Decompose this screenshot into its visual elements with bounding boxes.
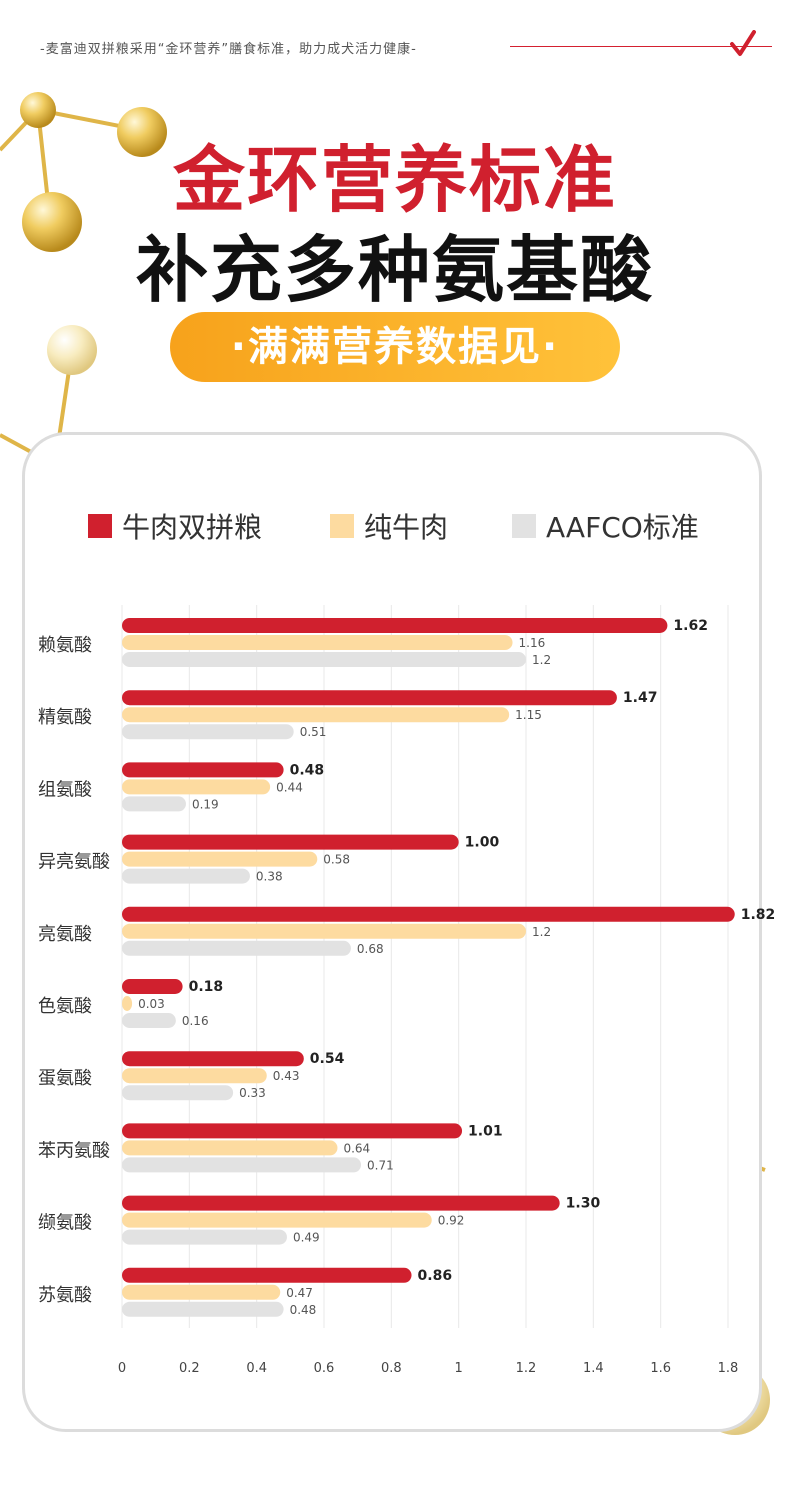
legend-item-series-2: 纯牛肉 (330, 506, 448, 546)
x-tick-label: 0.2 (179, 1361, 200, 1376)
data-label: 1.15 (515, 708, 542, 722)
bar (122, 923, 526, 939)
data-label: 0.33 (239, 1086, 266, 1100)
data-label: 0.47 (286, 1286, 313, 1300)
data-label: 1.16 (519, 636, 546, 650)
legend-item-series-1: 牛肉双拼粮 (88, 506, 262, 546)
bar (122, 906, 735, 922)
legend-label: AAFCO标准 (546, 511, 699, 544)
x-tick-label: 1.6 (650, 1361, 671, 1376)
bar (122, 1284, 281, 1300)
bar (122, 834, 459, 850)
x-tick-label: 1 (455, 1361, 463, 1376)
legend-swatch (330, 514, 354, 538)
bar (122, 1195, 560, 1211)
data-label: 1.2 (532, 925, 551, 939)
data-label: 0.44 (276, 780, 303, 794)
tagline-divider (510, 46, 772, 47)
bar (122, 851, 318, 867)
bar (122, 868, 250, 884)
data-label: 0.38 (256, 870, 283, 884)
x-tick-label: 1.4 (583, 1361, 604, 1376)
bar (122, 1123, 463, 1139)
data-label: 0.16 (182, 1014, 209, 1028)
data-label: 0.92 (438, 1214, 465, 1228)
data-label: 0.54 (310, 1051, 345, 1067)
x-tick-label: 0.4 (246, 1361, 267, 1376)
x-tick-label: 0.6 (314, 1361, 335, 1376)
data-label: 0.18 (189, 979, 224, 995)
legend-item-series-3: AAFCO标准 (512, 506, 699, 546)
bar (122, 779, 271, 795)
bar (122, 1267, 412, 1283)
tagline-bar: -麦富迪双拼粮采用“金环营养”膳食标准，助力成犬活力健康- (40, 30, 772, 62)
data-label: 0.58 (323, 853, 350, 867)
page-subtitle: 补充多种氨基酸 (135, 228, 654, 312)
category-label: 色氨酸 (38, 996, 92, 1017)
data-label: 0.49 (293, 1231, 320, 1245)
x-tick-label: 0 (118, 1361, 126, 1376)
data-label: 1.2 (532, 653, 551, 667)
data-label: 0.19 (192, 797, 219, 811)
bar (122, 1051, 304, 1067)
tagline: -麦富迪双拼粮采用“金环营养”膳食标准，助力成犬活力健康- (40, 42, 417, 57)
category-label: 赖氨酸 (38, 635, 92, 656)
data-label: 0.71 (367, 1158, 394, 1172)
data-label: 1.30 (566, 1196, 601, 1212)
chart-legend: 牛肉双拼粮 纯牛肉 AAFCO标准 (0, 506, 790, 546)
data-label: 0.51 (300, 725, 327, 739)
data-label: 1.01 (468, 1123, 503, 1139)
category-label: 苯丙氨酸 (38, 1140, 110, 1161)
category-label: 缬氨酸 (38, 1213, 92, 1234)
check-icon (730, 30, 756, 56)
bar (122, 707, 510, 723)
bar (122, 996, 133, 1011)
x-tick-label: 0.8 (381, 1361, 402, 1376)
data-label: 0.64 (343, 1141, 370, 1155)
bar (122, 652, 526, 667)
data-label: 1.47 (623, 690, 658, 706)
page-title: 金环营养标准 (172, 138, 617, 222)
bar (122, 796, 186, 812)
bar (122, 1301, 284, 1317)
data-label: 0.86 (418, 1268, 453, 1284)
legend-swatch (88, 514, 112, 538)
category-label: 组氨酸 (38, 779, 92, 800)
x-tick-label: 1.2 (516, 1361, 537, 1376)
bar (122, 940, 351, 956)
bar (122, 762, 284, 778)
data-label: 1.00 (465, 835, 500, 851)
bar (122, 724, 294, 740)
category-label: 蛋氨酸 (38, 1068, 92, 1089)
bar (122, 1140, 338, 1156)
bar (122, 979, 183, 994)
bar (122, 618, 668, 633)
data-label: 1.82 (741, 907, 776, 923)
data-label: 0.68 (357, 942, 384, 956)
bar (122, 1085, 234, 1101)
category-label: 亮氨酸 (38, 924, 92, 945)
category-label: 精氨酸 (38, 707, 92, 728)
x-tick-label: 1.8 (718, 1361, 739, 1376)
section-badge: ·满满营养数据见· (170, 312, 620, 382)
bar (122, 1013, 176, 1028)
legend-swatch (512, 514, 536, 538)
category-label: 苏氨酸 (38, 1285, 92, 1306)
bar (122, 1068, 267, 1084)
bar (122, 690, 617, 706)
legend-label: 纯牛肉 (364, 511, 449, 544)
bar (122, 1212, 432, 1228)
data-label: 1.62 (673, 618, 708, 634)
data-label: 0.48 (290, 1303, 317, 1317)
data-label: 0.03 (138, 997, 165, 1011)
legend-label: 牛肉双拼粮 (122, 511, 263, 544)
bar (122, 1229, 287, 1245)
data-label: 0.48 (290, 762, 325, 778)
bar (122, 635, 513, 650)
category-label: 异亮氨酸 (38, 852, 110, 873)
bar (122, 1157, 362, 1173)
data-label: 0.43 (273, 1069, 300, 1083)
